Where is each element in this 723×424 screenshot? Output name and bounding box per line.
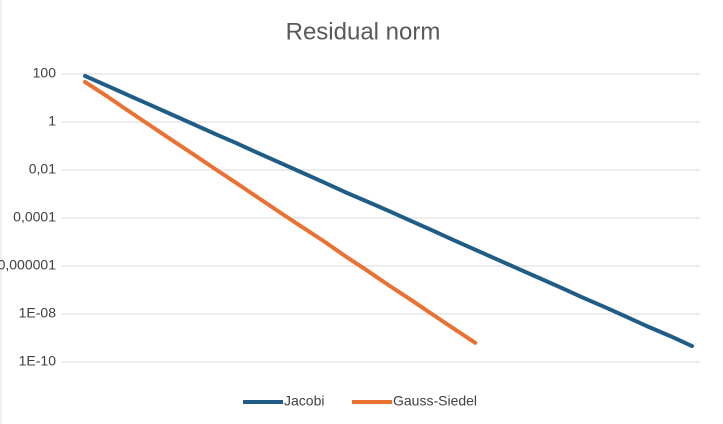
y-tick-label: 100 (33, 65, 57, 81)
y-tick-label: 0,000001 (0, 257, 56, 273)
legend-label: Jacobi (284, 393, 324, 409)
y-tick-label: 0,01 (29, 161, 56, 177)
chart-title: Residual norm (286, 18, 441, 45)
y-tick-label: 1 (48, 113, 56, 129)
y-tick-label: 1E-10 (19, 353, 57, 369)
series-line (83, 79, 478, 345)
y-tick-label: 1E-08 (19, 305, 57, 321)
series-line (83, 73, 694, 349)
y-tick-label: 0,0001 (13, 209, 56, 225)
legend-label: Gauss-Siedel (393, 393, 477, 409)
